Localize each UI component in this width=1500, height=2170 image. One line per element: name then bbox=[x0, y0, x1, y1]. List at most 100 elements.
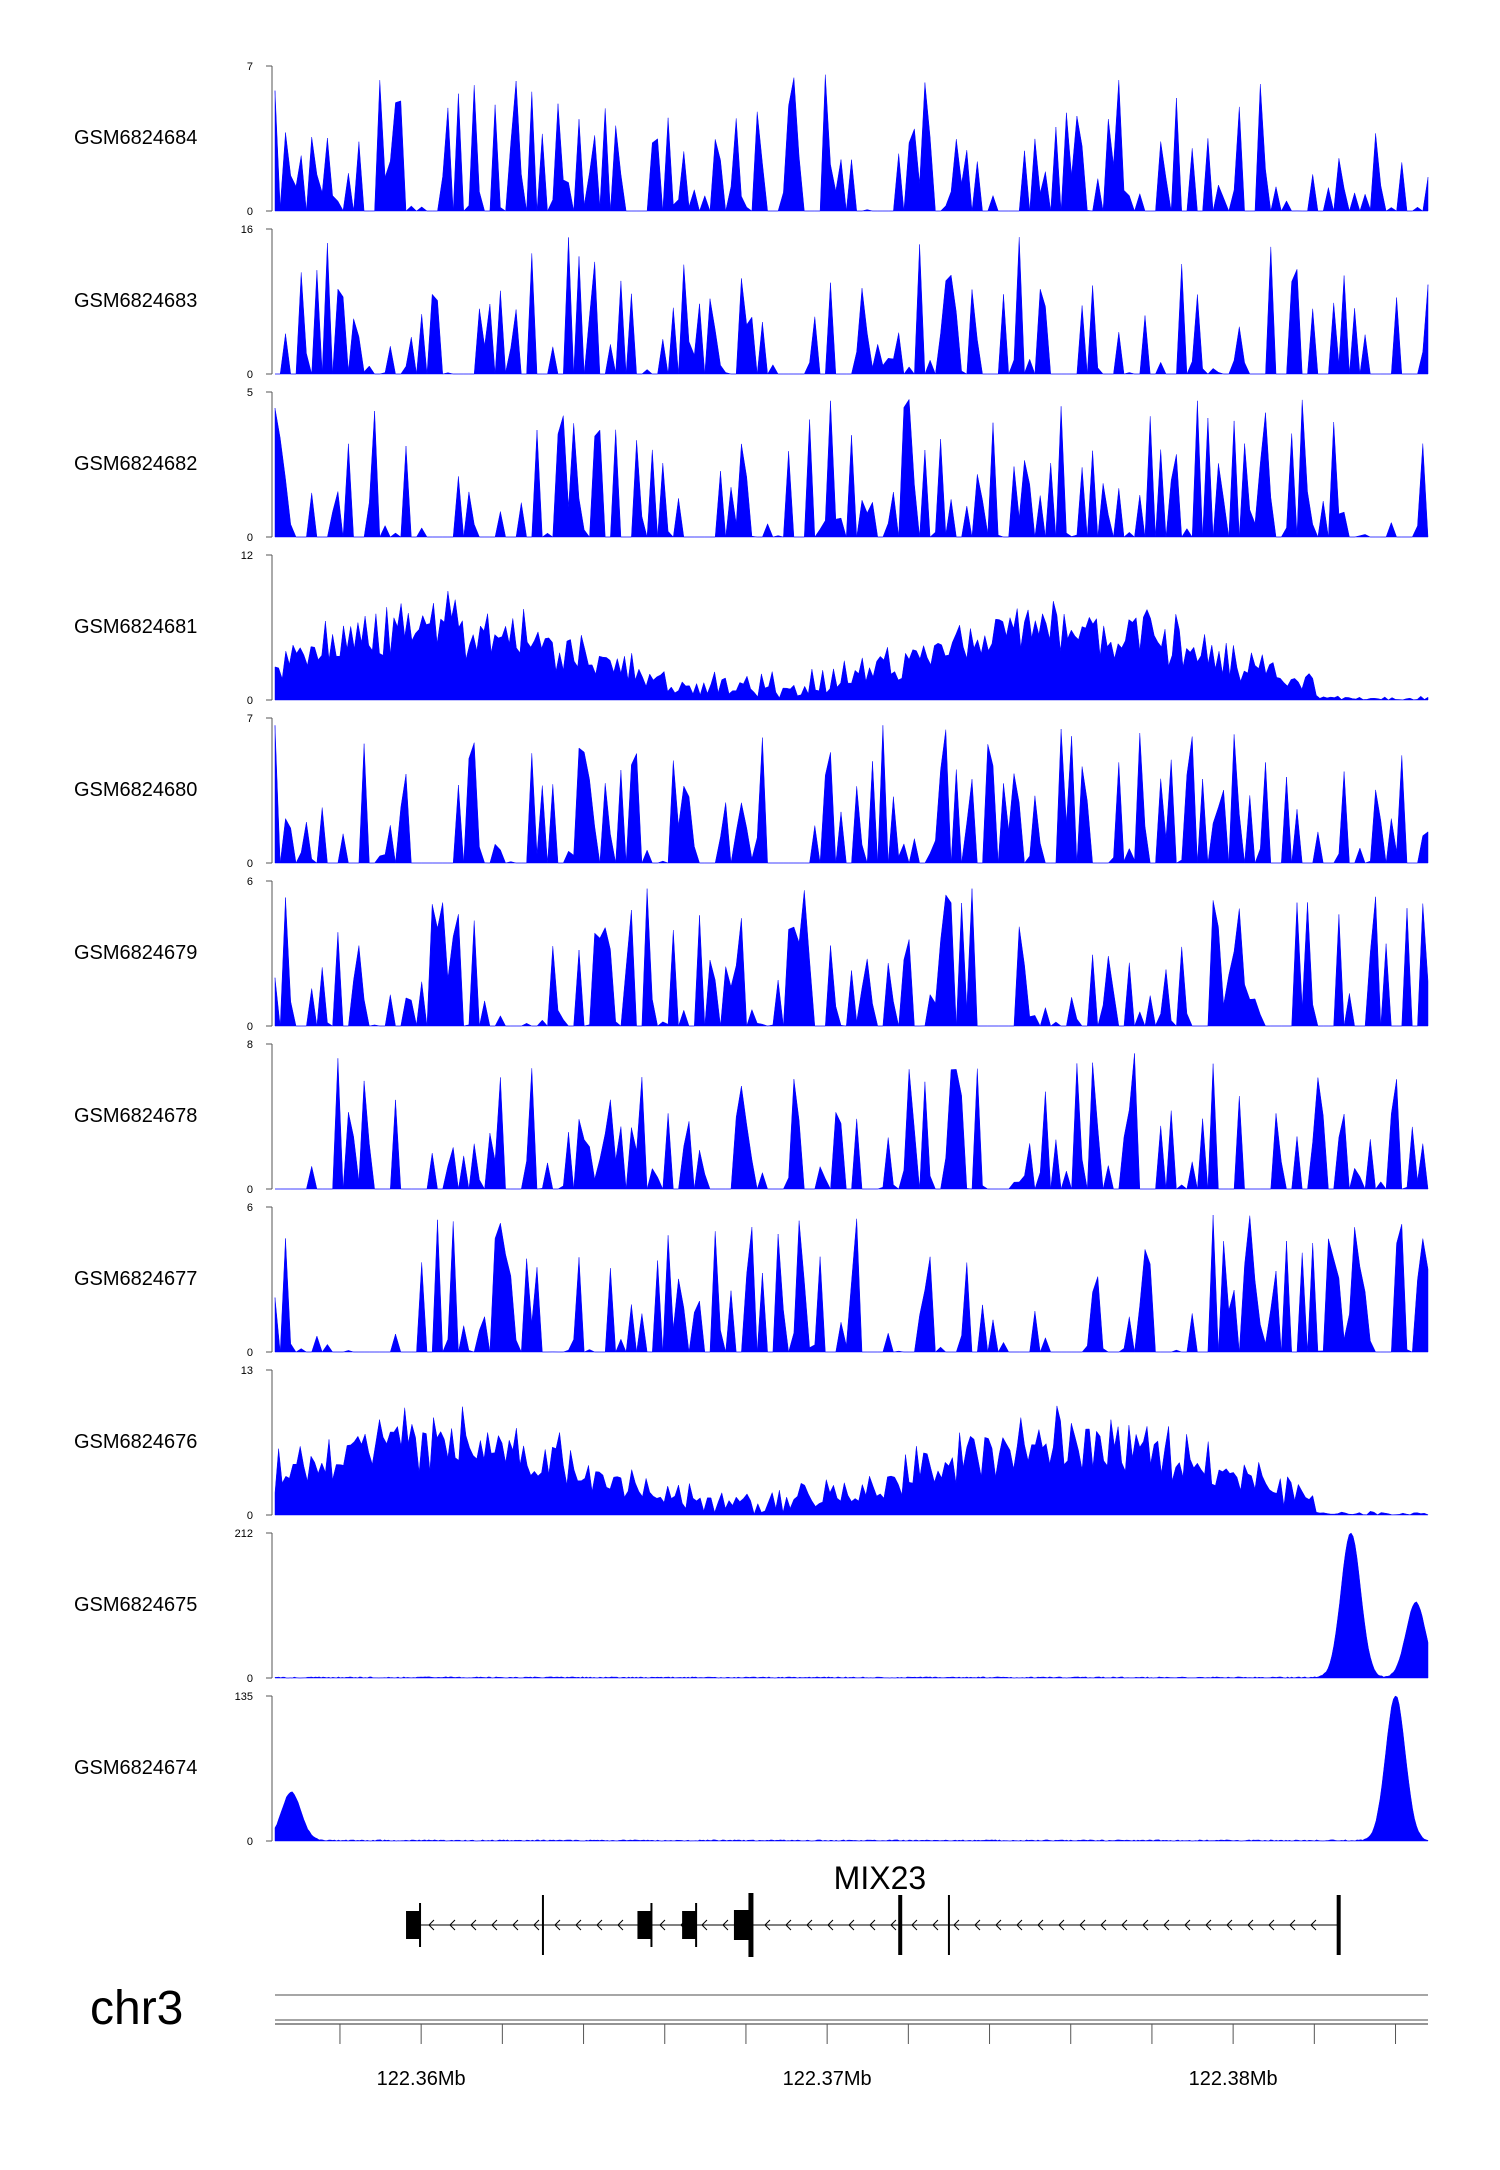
strand-arrow bbox=[596, 1919, 603, 1931]
chromosome-label: chr3 bbox=[90, 1982, 183, 2035]
strand-arrow bbox=[617, 1919, 624, 1931]
strand-arrow bbox=[995, 1919, 1002, 1931]
strand-arrow bbox=[701, 1919, 708, 1931]
strand-arrow bbox=[1163, 1919, 1170, 1931]
x-tick-label: 122.38Mb bbox=[1189, 2068, 1278, 2090]
genome-axis-track: chr3 122.36Mb 122.37Mb 122.38Mb bbox=[90, 1982, 1428, 2090]
strand-arrow bbox=[1310, 1919, 1317, 1931]
track-label: GSM6824684 bbox=[74, 127, 197, 149]
x-tick-label: 122.37Mb bbox=[783, 2068, 872, 2090]
strand-arrow bbox=[1289, 1919, 1296, 1931]
track-signal-area bbox=[274, 725, 1429, 864]
track-signal-area bbox=[274, 398, 1429, 538]
y-min-label: 0 bbox=[247, 858, 253, 870]
track-label: GSM6824677 bbox=[74, 1268, 197, 1290]
track-label: GSM6824678 bbox=[74, 1105, 197, 1127]
y-min-label: 0 bbox=[247, 1184, 253, 1196]
y-max-label: 7 bbox=[247, 61, 253, 73]
strand-arrow bbox=[575, 1919, 582, 1931]
strand-arrow bbox=[1058, 1919, 1065, 1931]
strand-arrow bbox=[533, 1919, 540, 1931]
y-max-label: 8 bbox=[247, 1039, 253, 1051]
strand-arrow bbox=[722, 1919, 729, 1931]
strand-arrow bbox=[1205, 1919, 1212, 1931]
y-min-label: 0 bbox=[247, 1836, 253, 1848]
strand-arrow bbox=[1226, 1919, 1233, 1931]
track-GSM6824683: GSM6824683 16 0 bbox=[74, 224, 1429, 381]
y-max-label: 7 bbox=[247, 713, 253, 725]
y-min-label: 0 bbox=[247, 206, 253, 218]
strand-arrow bbox=[1016, 1919, 1023, 1931]
strand-arrow bbox=[1079, 1919, 1086, 1931]
strand-arrow bbox=[1100, 1919, 1107, 1931]
gene-exon bbox=[682, 1911, 697, 1939]
track-GSM6824674: GSM6824674 135 0 bbox=[74, 1691, 1429, 1848]
track-signal-area bbox=[274, 888, 1429, 1027]
track-signal-area bbox=[275, 237, 1429, 375]
strand-arrow bbox=[659, 1919, 666, 1931]
strand-arrow bbox=[869, 1919, 876, 1931]
track-GSM6824682: GSM6824682 5 0 bbox=[74, 387, 1429, 544]
track-GSM6824681: GSM6824681 12 0 bbox=[74, 550, 1429, 707]
y-min-label: 0 bbox=[247, 1673, 253, 1685]
y-min-label: 0 bbox=[247, 532, 253, 544]
track-label: GSM6824674 bbox=[74, 1757, 197, 1779]
strand-arrow bbox=[1247, 1919, 1254, 1931]
strand-arrow bbox=[890, 1919, 897, 1931]
track-label: GSM6824679 bbox=[74, 942, 197, 964]
track-signal-area bbox=[274, 1532, 1429, 1679]
gene-name-label: MIX23 bbox=[834, 1860, 926, 1896]
track-signal-area bbox=[274, 74, 1429, 212]
y-min-label: 0 bbox=[247, 369, 253, 381]
strand-arrow bbox=[974, 1919, 981, 1931]
strand-arrow bbox=[428, 1919, 435, 1931]
track-signal-area bbox=[275, 1053, 1429, 1190]
y-max-label: 135 bbox=[235, 1691, 253, 1703]
gene-annotation-track: MIX23 bbox=[406, 1860, 1341, 1957]
y-max-label: 6 bbox=[247, 1202, 253, 1214]
y-max-label: 16 bbox=[241, 224, 253, 236]
track-label: GSM6824676 bbox=[74, 1431, 197, 1453]
track-label: GSM6824675 bbox=[74, 1594, 197, 1616]
track-GSM6824684: GSM6824684 7 0 bbox=[74, 61, 1429, 218]
y-min-label: 0 bbox=[247, 695, 253, 707]
track-signal-area bbox=[274, 1214, 1429, 1353]
track-GSM6824675: GSM6824675 212 0 bbox=[74, 1528, 1429, 1685]
strand-arrow bbox=[449, 1919, 456, 1931]
y-min-label: 0 bbox=[247, 1347, 253, 1359]
gene-exon bbox=[637, 1911, 652, 1939]
track-GSM6824680: GSM6824680 7 0 bbox=[74, 713, 1429, 870]
gene-exon bbox=[733, 1910, 750, 1940]
track-GSM6824678: GSM6824678 8 0 bbox=[74, 1039, 1429, 1196]
strand-arrow bbox=[1184, 1919, 1191, 1931]
track-label: GSM6824682 bbox=[74, 453, 197, 475]
y-min-label: 0 bbox=[247, 1510, 253, 1522]
signal-tracks: GSM682468470GSM6824683160GSM682468250GSM… bbox=[74, 61, 1429, 1848]
y-max-label: 13 bbox=[241, 1365, 253, 1377]
track-signal-area bbox=[274, 591, 1429, 701]
strand-arrow bbox=[1037, 1919, 1044, 1931]
y-max-label: 212 bbox=[235, 1528, 253, 1540]
strand-arrow bbox=[806, 1919, 813, 1931]
strand-arrow bbox=[1121, 1919, 1128, 1931]
strand-arrow bbox=[491, 1919, 498, 1931]
strand-arrow bbox=[827, 1919, 834, 1931]
y-max-label: 12 bbox=[241, 550, 253, 562]
track-label: GSM6824683 bbox=[74, 290, 197, 312]
y-max-label: 5 bbox=[247, 387, 253, 399]
strand-arrow bbox=[1268, 1919, 1275, 1931]
strand-arrow bbox=[554, 1919, 561, 1931]
y-max-label: 6 bbox=[247, 876, 253, 888]
strand-arrow bbox=[764, 1919, 771, 1931]
strand-arrow bbox=[953, 1919, 960, 1931]
gene-exon bbox=[406, 1911, 421, 1939]
y-min-label: 0 bbox=[247, 1021, 253, 1033]
strand-arrow bbox=[911, 1919, 918, 1931]
strand-arrow bbox=[1142, 1919, 1149, 1931]
x-tick-label: 122.36Mb bbox=[377, 2068, 466, 2090]
track-label: GSM6824680 bbox=[74, 779, 197, 801]
strand-arrow bbox=[470, 1919, 477, 1931]
track-GSM6824676: GSM6824676 13 0 bbox=[74, 1365, 1429, 1522]
strand-arrow bbox=[785, 1919, 792, 1931]
